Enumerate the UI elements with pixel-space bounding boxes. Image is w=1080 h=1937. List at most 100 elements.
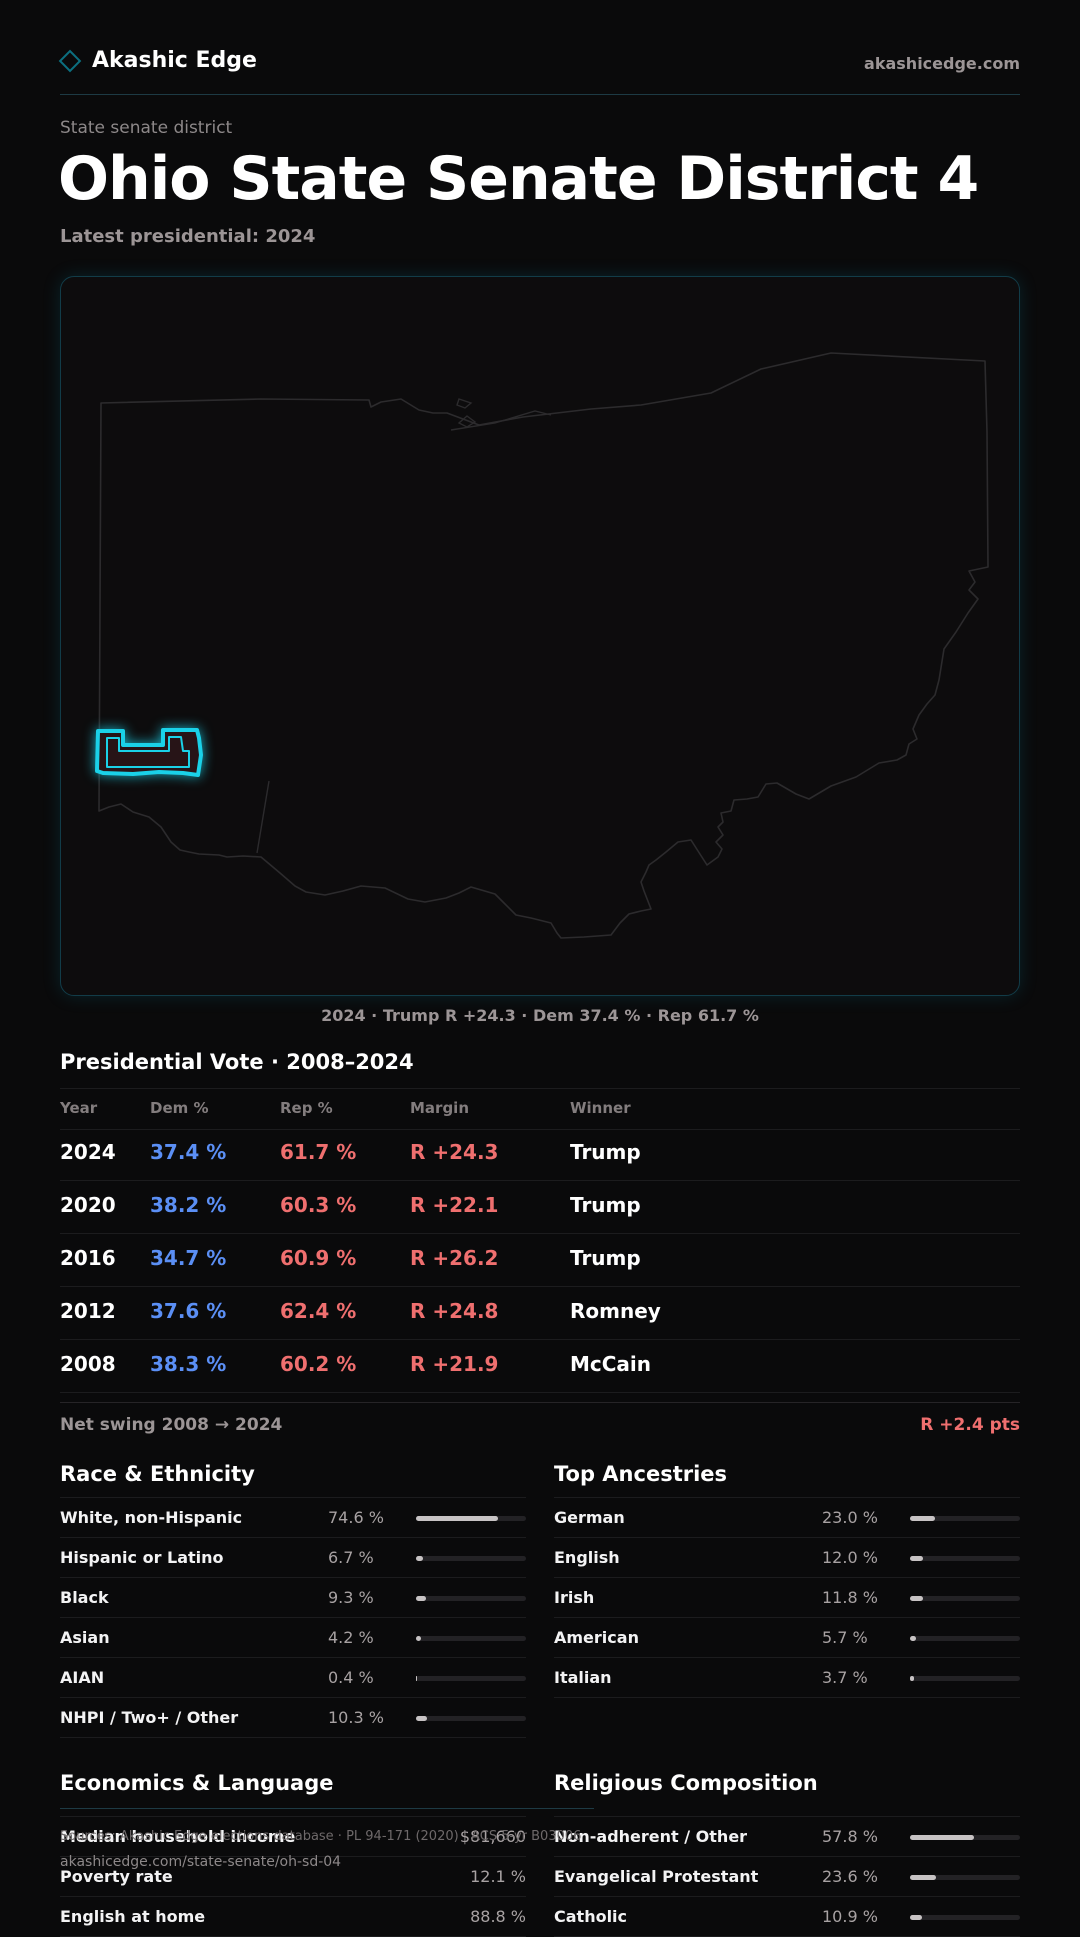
row-winner: McCain: [570, 1352, 651, 1376]
stat-bar-fill: [910, 1636, 916, 1641]
stat-value: 57.8 %: [822, 1827, 878, 1846]
stat-bar-fill: [416, 1516, 498, 1521]
page-title: Ohio State Senate District 4: [58, 144, 978, 214]
stat-bar-fill: [910, 1915, 922, 1920]
table-row: Italian 3.7 %: [554, 1658, 1020, 1698]
stat-label: Hispanic or Latino: [60, 1548, 224, 1567]
stat-bar-fill: [910, 1875, 936, 1880]
row-dem: 37.6 %: [150, 1299, 226, 1323]
stat-label: AIAN: [60, 1668, 104, 1687]
row-margin: R +22.1: [410, 1193, 498, 1217]
net-swing: Net swing 2008 → 2024 R +2.4 pts: [60, 1402, 1020, 1449]
row-year: 2016: [60, 1246, 116, 1270]
stat-label: NHPI / Two+ / Other: [60, 1708, 238, 1727]
stat-bar: [416, 1716, 526, 1721]
header-winner: Winner: [570, 1099, 631, 1117]
row-rep: 62.4 %: [280, 1299, 356, 1323]
stat-label: Asian: [60, 1628, 110, 1647]
economics-section-title: Economics & Language: [60, 1771, 334, 1795]
table-row: Catholic 10.9 %: [554, 1897, 1020, 1937]
row-rep: 60.2 %: [280, 1352, 356, 1376]
district-map: [60, 276, 1020, 996]
stat-bar-fill: [910, 1835, 974, 1840]
religion-table: Non-adherent / Other 57.8 % Evangelical …: [554, 1816, 1020, 1937]
stat-bar: [910, 1835, 1020, 1840]
stat-bar-fill: [416, 1716, 427, 1721]
table-row: White, non-Hispanic 74.6 %: [60, 1498, 526, 1538]
stat-value: 6.7 %: [328, 1548, 374, 1567]
table-row: AIAN 0.4 %: [60, 1658, 526, 1698]
vote-section-title: Presidential Vote · 2008–2024: [60, 1050, 414, 1074]
stat-bar: [416, 1676, 526, 1681]
row-dem: 34.7 %: [150, 1246, 226, 1270]
map-caption: 2024 · Trump R +24.3 · Dem 37.4 % · Rep …: [60, 1006, 1020, 1025]
table-row: 2008 38.3 % 60.2 % R +21.9 McCain: [60, 1340, 1020, 1393]
stat-label: Black: [60, 1588, 109, 1607]
row-rep: 60.3 %: [280, 1193, 356, 1217]
row-winner: Romney: [570, 1299, 661, 1323]
stat-bar: [910, 1676, 1020, 1681]
stat-value: 10.9 %: [822, 1907, 878, 1926]
stat-value: 23.6 %: [822, 1867, 878, 1886]
row-rep: 60.9 %: [280, 1246, 356, 1270]
stat-bar: [910, 1875, 1020, 1880]
footer-sources: Sources: Akashic Edge elections database…: [60, 1829, 594, 1844]
stat-bar-fill: [910, 1676, 914, 1681]
table-row: Hispanic or Latino 6.7 %: [60, 1538, 526, 1578]
brand-name: Akashic Edge: [92, 48, 257, 73]
stat-value: 23.0 %: [822, 1508, 878, 1527]
row-dem: 38.2 %: [150, 1193, 226, 1217]
stat-value: 3.7 %: [822, 1668, 868, 1687]
net-swing-value: R +2.4 pts: [920, 1415, 1020, 1435]
ohio-state-outline: [99, 353, 988, 938]
header-margin: Margin: [410, 1099, 469, 1117]
table-row: Non-adherent / Other 57.8 %: [554, 1817, 1020, 1857]
stat-value: 74.6 %: [328, 1508, 384, 1527]
row-dem: 38.3 %: [150, 1352, 226, 1376]
table-row: Irish 11.8 %: [554, 1578, 1020, 1618]
stat-label: American: [554, 1628, 639, 1647]
row-year: 2012: [60, 1299, 116, 1323]
footer-url-link[interactable]: akashicedge.com/state-senate/oh-sd-04: [60, 1854, 594, 1870]
table-row: Black 9.3 %: [60, 1578, 526, 1618]
table-row: Asian 4.2 %: [60, 1618, 526, 1658]
table-row: 2024 37.4 % 61.7 % R +24.3 Trump: [60, 1128, 1020, 1181]
page-footer: Sources: Akashic Edge elections database…: [60, 1808, 594, 1870]
stat-value: 0.4 %: [328, 1668, 374, 1687]
stat-bar-fill: [910, 1596, 923, 1601]
stat-label: English: [554, 1548, 620, 1567]
header-rep: Rep %: [280, 1099, 333, 1117]
stat-bar: [416, 1596, 526, 1601]
brand[interactable]: Akashic Edge: [60, 48, 257, 73]
stat-bar-fill: [416, 1596, 426, 1601]
page-kicker: State senate district: [60, 118, 232, 138]
row-year: 2008: [60, 1352, 116, 1376]
ancestry-table: German 23.0 % English 12.0 % Irish 11.8 …: [554, 1497, 1020, 1698]
row-margin: R +24.3: [410, 1140, 498, 1164]
ancestry-section-title: Top Ancestries: [554, 1462, 727, 1486]
race-table: White, non-Hispanic 74.6 % Hispanic or L…: [60, 1497, 526, 1738]
stat-value: 11.8 %: [822, 1588, 878, 1607]
diamond-logo-icon: [59, 49, 82, 72]
row-year: 2020: [60, 1193, 116, 1217]
race-section-title: Race & Ethnicity: [60, 1462, 255, 1486]
table-row: 2016 34.7 % 60.9 % R +26.2 Trump: [60, 1234, 1020, 1287]
stat-label: Catholic: [554, 1907, 627, 1926]
table-row: 2012 37.6 % 62.4 % R +24.8 Romney: [60, 1287, 1020, 1340]
vote-table-header: Year Dem % Rep % Margin Winner: [60, 1088, 1020, 1130]
site-url-link[interactable]: akashicedge.com: [864, 54, 1020, 73]
row-margin: R +21.9: [410, 1352, 498, 1376]
stat-bar-fill: [416, 1636, 421, 1641]
stat-label: German: [554, 1508, 625, 1527]
table-row: English 12.0 %: [554, 1538, 1020, 1578]
row-year: 2024: [60, 1140, 116, 1164]
header-year: Year: [60, 1099, 97, 1117]
row-rep: 61.7 %: [280, 1140, 356, 1164]
row-margin: R +26.2: [410, 1246, 498, 1270]
header-dem: Dem %: [150, 1099, 209, 1117]
page-subtitle: Latest presidential: 2024: [60, 226, 315, 247]
stat-bar: [416, 1636, 526, 1641]
stat-label: White, non-Hispanic: [60, 1508, 242, 1527]
stat-value: 88.8 %: [470, 1907, 526, 1926]
table-row: English at home 88.8 %: [60, 1897, 526, 1937]
